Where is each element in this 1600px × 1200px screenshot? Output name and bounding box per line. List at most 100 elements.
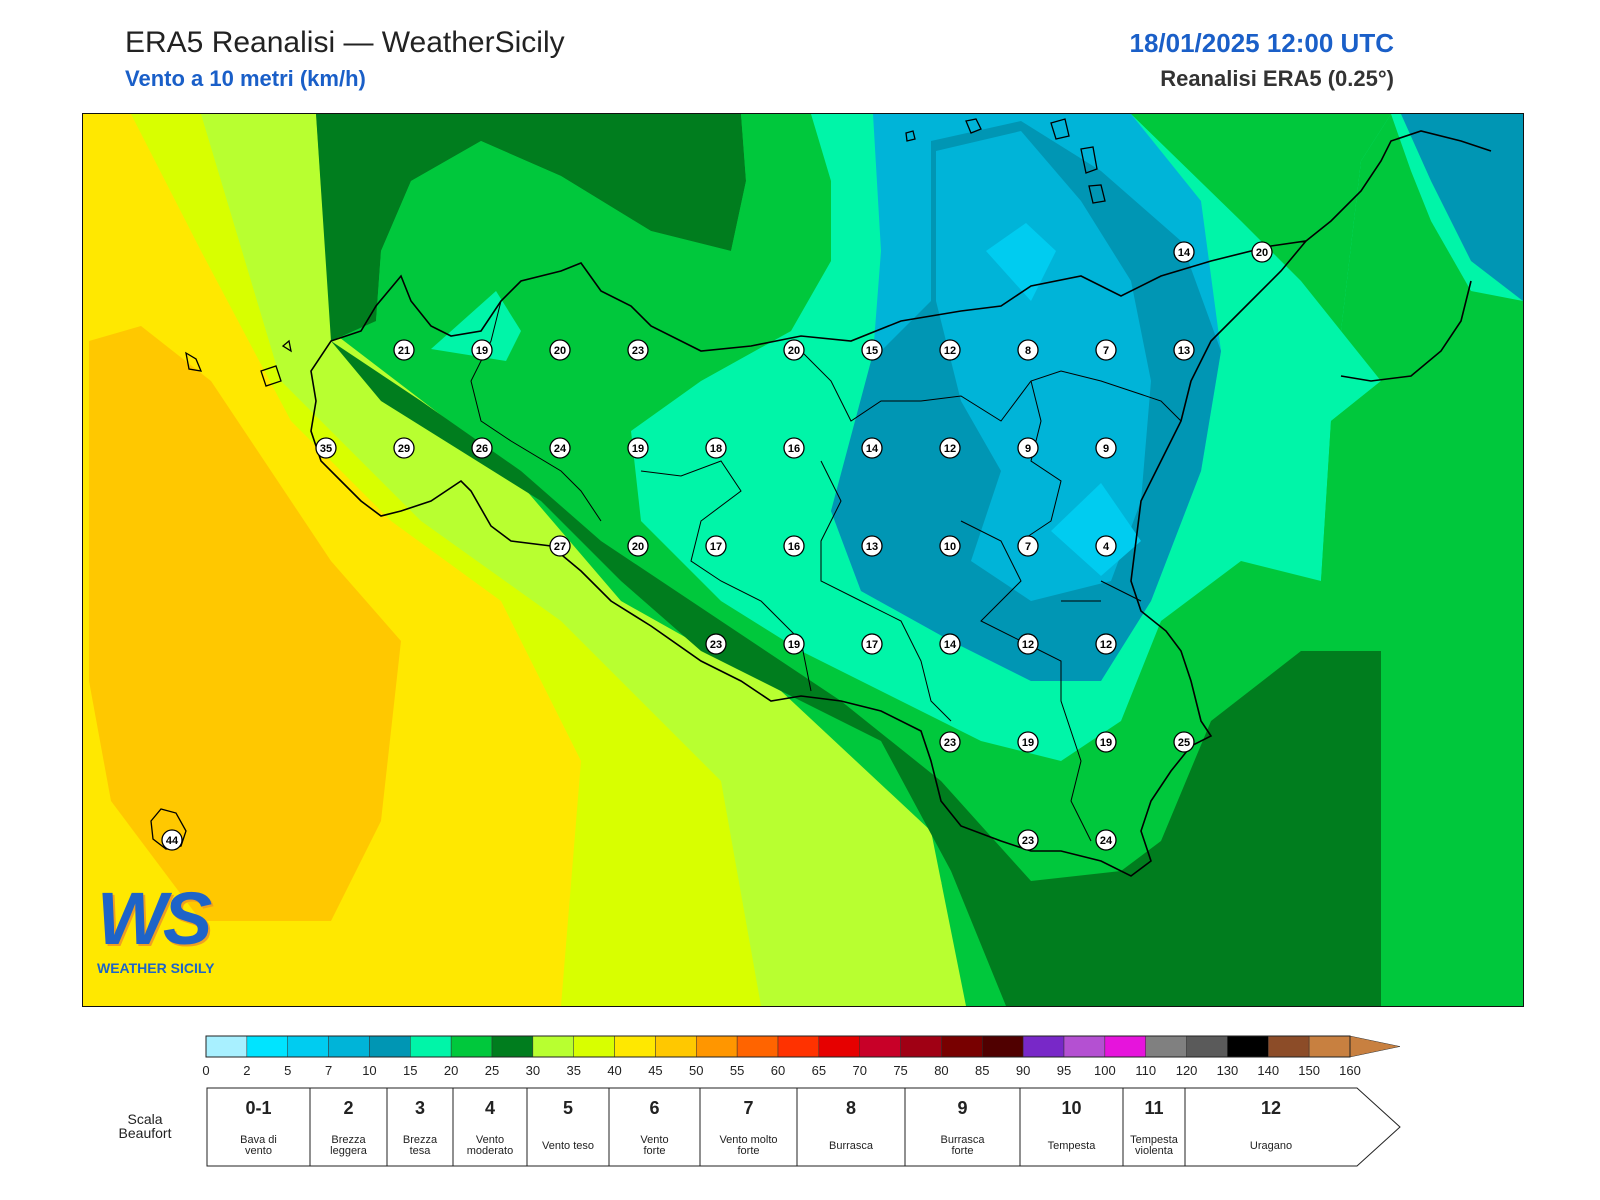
station-marker[interactable]: 13 bbox=[1173, 339, 1195, 361]
beaufort-number: 7 bbox=[743, 1098, 753, 1118]
station-marker[interactable]: 16 bbox=[783, 437, 805, 459]
station-marker[interactable]: 20 bbox=[627, 535, 649, 557]
station-wind-value: 23 bbox=[944, 737, 956, 749]
wind-band-blue-dark-east bbox=[1401, 114, 1523, 301]
station-wind-value: 4 bbox=[1103, 541, 1110, 553]
station-marker[interactable]: 12 bbox=[939, 437, 961, 459]
station-marker[interactable]: 27 bbox=[549, 535, 571, 557]
beaufort-number: 12 bbox=[1261, 1098, 1281, 1118]
pantelleria-island bbox=[150, 808, 187, 850]
station-marker[interactable]: 44 bbox=[161, 829, 183, 851]
egadi-islands bbox=[185, 339, 292, 387]
logo-brand-text: WEATHER SICILY bbox=[97, 960, 215, 976]
station-marker-circle bbox=[939, 535, 961, 557]
station-marker[interactable]: 19 bbox=[1017, 731, 1039, 753]
station-marker[interactable]: 12 bbox=[1095, 633, 1117, 655]
station-wind-value: 19 bbox=[632, 443, 644, 455]
station-wind-value: 18 bbox=[710, 443, 722, 455]
station-wind-value: 21 bbox=[398, 345, 410, 357]
station-marker[interactable]: 9 bbox=[1095, 437, 1117, 459]
station-marker[interactable]: 29 bbox=[393, 437, 415, 459]
wind-map[interactable]: 21 19 20 23 20 15 12 8 7 13 14 20 35 29 26 24 19 18 16 14 12… bbox=[82, 113, 1524, 1007]
station-marker[interactable]: 25 bbox=[1173, 731, 1195, 753]
station-marker-circle bbox=[1017, 535, 1039, 557]
beaufort-description: tesa bbox=[410, 1145, 432, 1157]
station-marker[interactable]: 10 bbox=[939, 535, 961, 557]
station-marker-circle bbox=[1017, 731, 1039, 753]
station-marker[interactable]: 20 bbox=[1251, 241, 1273, 263]
station-marker[interactable]: 20 bbox=[783, 339, 805, 361]
station-marker-circle bbox=[705, 437, 727, 459]
station-marker-circle bbox=[783, 535, 805, 557]
station-marker[interactable]: 13 bbox=[861, 535, 883, 557]
station-marker[interactable]: 19 bbox=[471, 339, 493, 361]
beaufort-class-cell: 10 Tempesta bbox=[1019, 1088, 1096, 1166]
station-marker[interactable]: 7 bbox=[1017, 535, 1039, 557]
station-wind-value: 19 bbox=[788, 639, 800, 651]
station-marker[interactable]: 4 bbox=[1095, 535, 1117, 557]
station-marker[interactable]: 17 bbox=[861, 633, 883, 655]
station-marker[interactable]: 24 bbox=[549, 437, 571, 459]
station-marker[interactable]: 21 bbox=[393, 339, 415, 361]
colorbar-tick-label: 120 bbox=[1176, 1063, 1198, 1078]
station-marker-circle bbox=[627, 437, 649, 459]
station-marker[interactable]: 19 bbox=[783, 633, 805, 655]
station-marker[interactable]: 18 bbox=[705, 437, 727, 459]
station-marker[interactable]: 23 bbox=[627, 339, 649, 361]
station-wind-value: 29 bbox=[398, 443, 410, 455]
station-marker[interactable]: 19 bbox=[627, 437, 649, 459]
station-marker[interactable]: 24 bbox=[1095, 829, 1117, 851]
colorbar-tick-label: 110 bbox=[1135, 1063, 1156, 1078]
station-marker[interactable]: 8 bbox=[1017, 339, 1039, 361]
beaufort-description: moderato bbox=[467, 1145, 513, 1157]
station-marker-circle bbox=[1251, 241, 1273, 263]
wind-band-green-east bbox=[1321, 381, 1523, 581]
beaufort-description: Tempesta bbox=[1130, 1134, 1179, 1146]
station-marker[interactable]: 23 bbox=[1017, 829, 1039, 851]
station-marker[interactable]: 16 bbox=[783, 535, 805, 557]
wind-band-green-northeast bbox=[1131, 114, 1391, 331]
beaufort-number: 2 bbox=[343, 1098, 353, 1118]
station-marker[interactable]: 20 bbox=[549, 339, 571, 361]
station-marker[interactable]: 15 bbox=[861, 339, 883, 361]
station-marker[interactable]: 26 bbox=[471, 437, 493, 459]
station-marker[interactable]: 17 bbox=[705, 535, 727, 557]
colorbar-tick-label: 65 bbox=[812, 1063, 826, 1078]
station-marker-circle bbox=[939, 339, 961, 361]
station-wind-value: 16 bbox=[788, 443, 800, 455]
beaufort-class-cell: 5 Vento teso bbox=[526, 1088, 594, 1166]
data-source-label: Reanalisi ERA5 (0.25°) bbox=[1160, 66, 1394, 91]
station-marker[interactable]: 19 bbox=[1095, 731, 1117, 753]
station-marker[interactable]: 14 bbox=[861, 437, 883, 459]
beaufort-description: Brezza bbox=[403, 1134, 438, 1146]
station-marker[interactable]: 14 bbox=[1173, 241, 1195, 263]
wind-band-lime bbox=[201, 114, 966, 1006]
station-marker[interactable]: 14 bbox=[939, 633, 961, 655]
station-marker[interactable]: 7 bbox=[1095, 339, 1117, 361]
station-marker[interactable]: 23 bbox=[705, 633, 727, 655]
beaufort-number: 11 bbox=[1144, 1098, 1163, 1118]
station-wind-value: 7 bbox=[1025, 541, 1031, 553]
station-wind-value: 27 bbox=[554, 541, 566, 553]
wind-field-svg: 21 19 20 23 20 15 12 8 7 13 14 20 35 29 26 24 19 18 16 14 12… bbox=[83, 114, 1523, 1006]
station-markers: 21 19 20 23 20 15 12 8 7 13 14 20 35 29 26 24 19 18 16 14 12… bbox=[161, 241, 1273, 851]
station-wind-value: 19 bbox=[1022, 737, 1034, 749]
station-wind-value: 17 bbox=[866, 639, 878, 651]
station-marker[interactable]: 12 bbox=[1017, 633, 1039, 655]
colorbar-tick-label: 25 bbox=[485, 1063, 499, 1078]
station-marker[interactable]: 12 bbox=[939, 339, 961, 361]
station-marker[interactable]: 9 bbox=[1017, 437, 1039, 459]
beaufort-number: 4 bbox=[485, 1098, 495, 1118]
beaufort-description: Burrasca bbox=[829, 1140, 874, 1152]
station-marker[interactable]: 35 bbox=[315, 437, 337, 459]
wind-band-cyan-south bbox=[1051, 483, 1141, 576]
wind-band-aquamarine-patch bbox=[431, 291, 521, 361]
station-marker[interactable]: 23 bbox=[939, 731, 961, 753]
beaufort-description: Vento bbox=[640, 1134, 668, 1146]
beaufort-title-line: Beaufort bbox=[119, 1125, 172, 1141]
colorbar-tick-label: 75 bbox=[893, 1063, 907, 1078]
